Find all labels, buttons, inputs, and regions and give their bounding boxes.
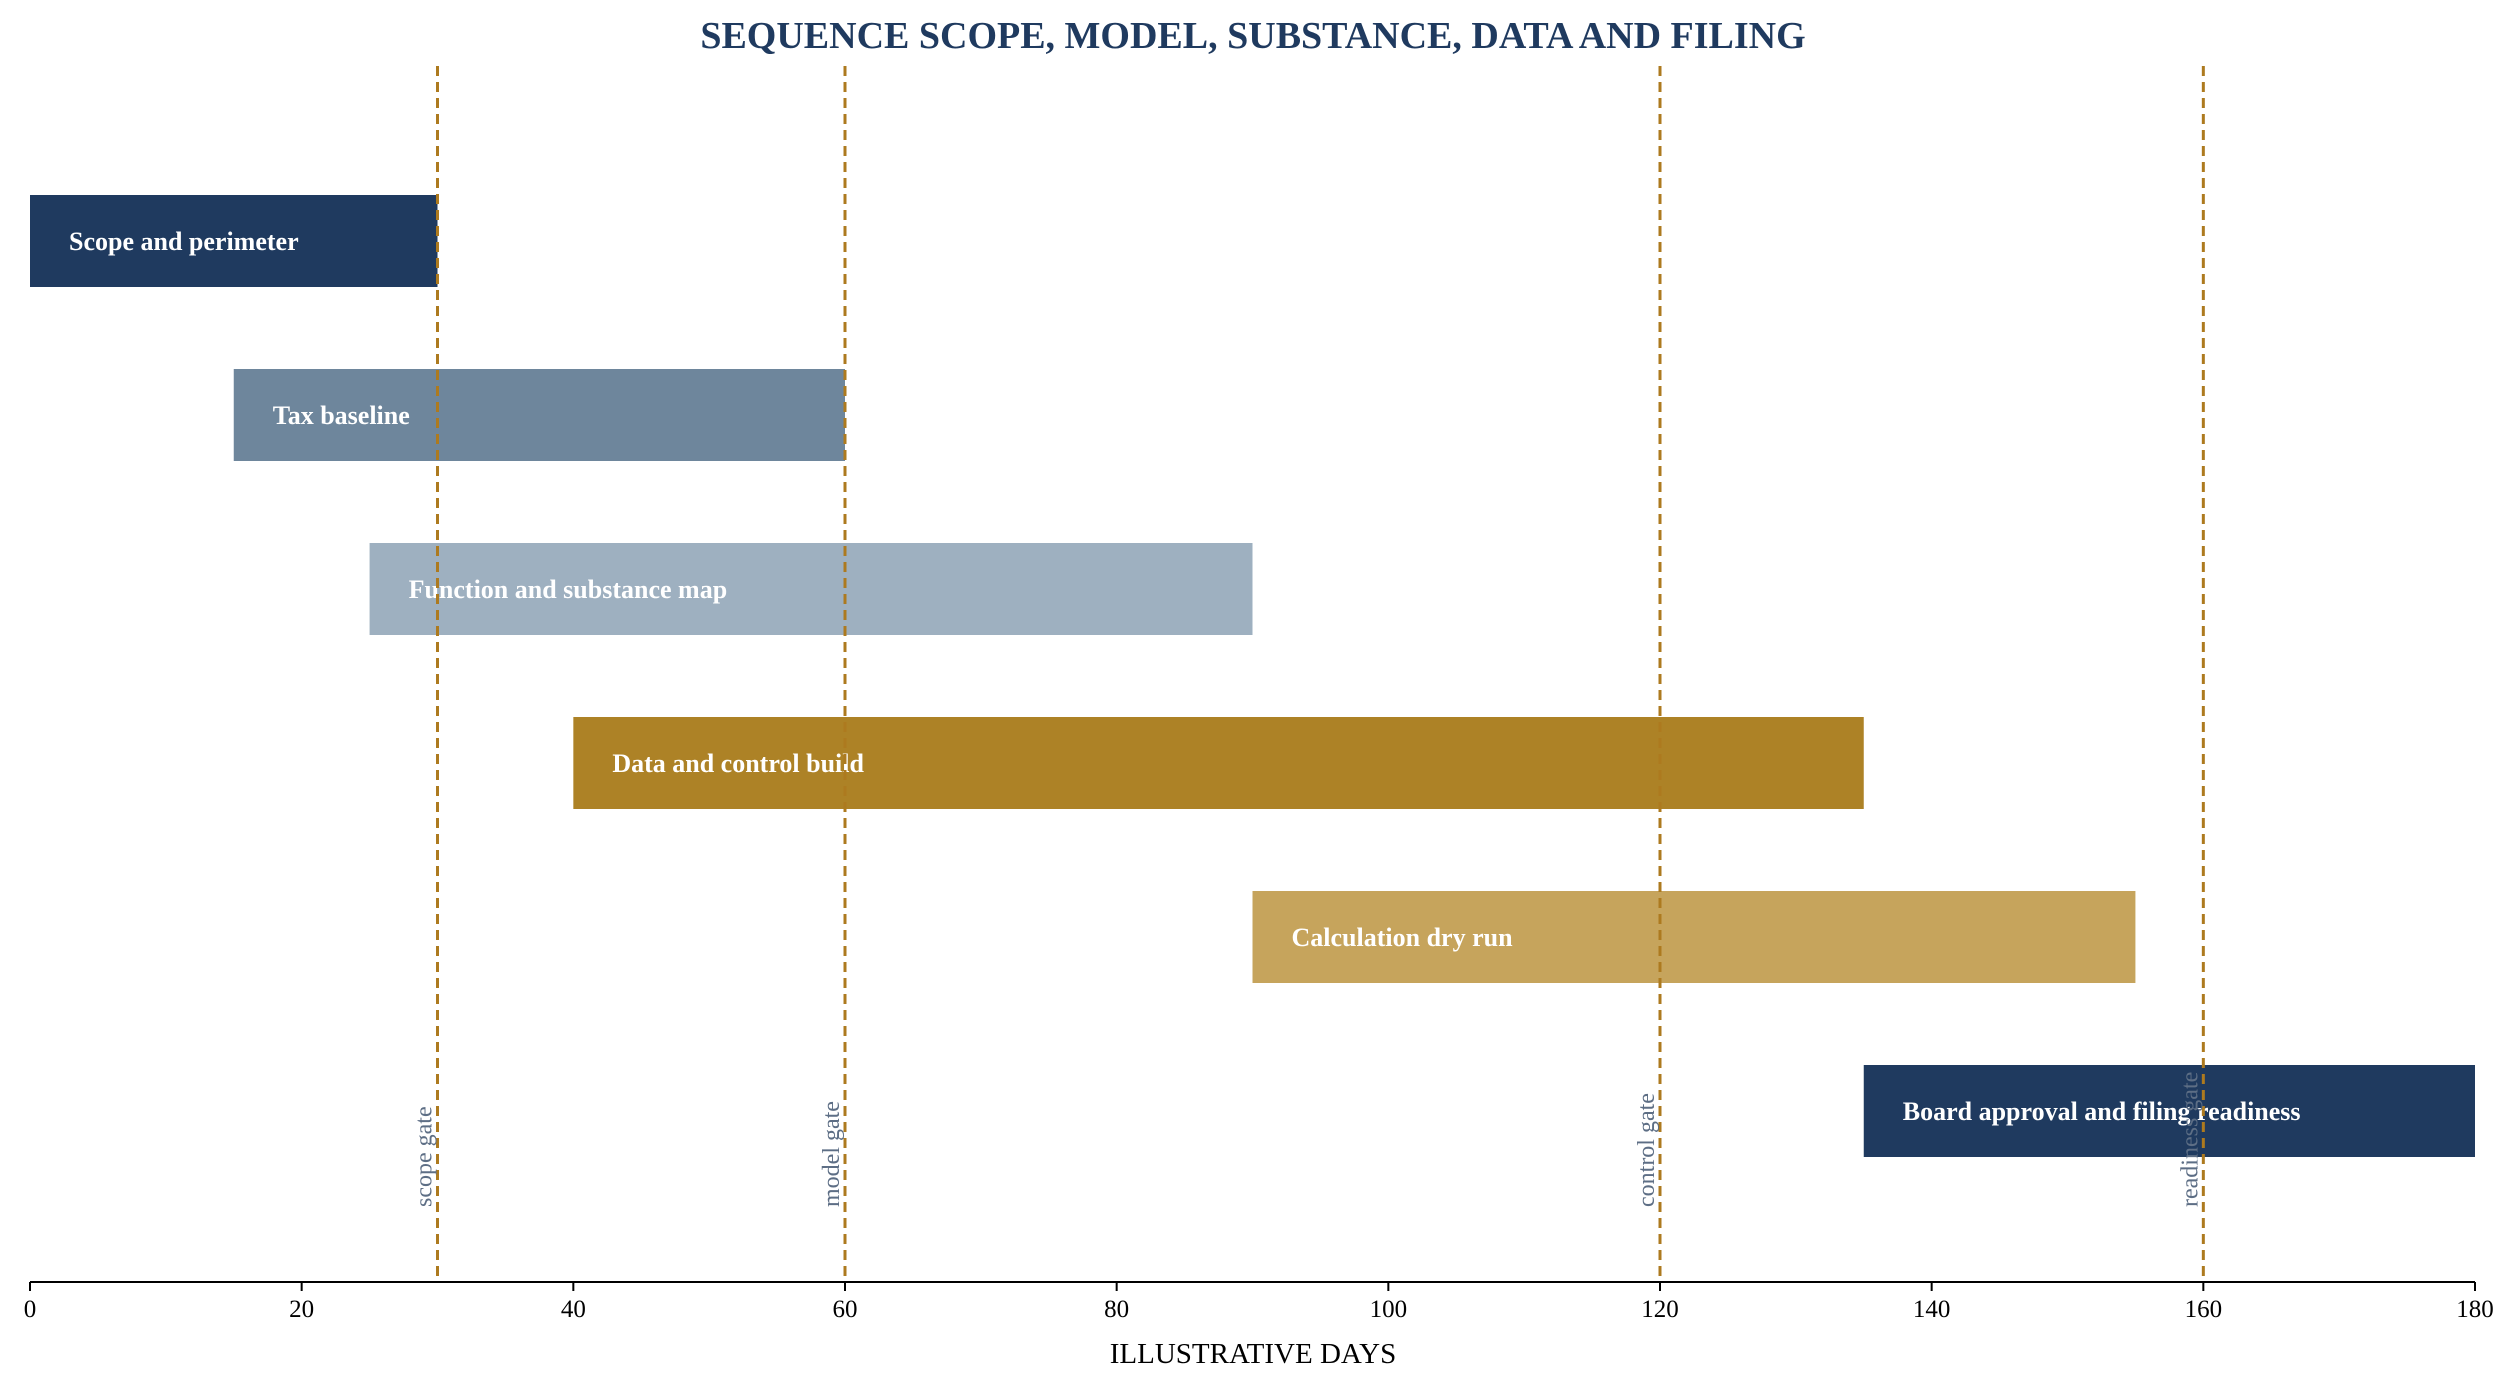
task-bar <box>1863 1065 2475 1157</box>
chart-title: SEQUENCE SCOPE, MODEL, SUBSTANCE, DATA A… <box>700 15 1805 57</box>
x-tick-label: 100 <box>1370 1296 1408 1323</box>
task-bar <box>1252 891 2136 983</box>
task-bar-label: Scope and perimeter <box>69 227 299 256</box>
gate-label: model gate <box>819 1101 845 1207</box>
task-bar <box>30 195 438 287</box>
task-bar-label: Tax baseline <box>273 401 410 430</box>
x-axis: 0 20 40 60 80 100 120 140 160 180 <box>24 1281 2494 1323</box>
x-tick-label: 0 <box>24 1296 37 1323</box>
gate-label: readiness gate <box>2177 1072 2203 1207</box>
task-bars: Scope and perimeter Tax baseline Function … <box>30 195 2475 1157</box>
milestone-gates: scope gate model gate control gate readines… <box>412 66 2205 1282</box>
task-bar-label: Data and control build <box>612 749 864 778</box>
task-bar <box>573 717 1864 809</box>
task-bar-label: Function and substance map <box>409 575 728 604</box>
x-tick-label: 180 <box>2456 1296 2494 1323</box>
gate-label: control gate <box>1634 1093 1660 1207</box>
x-tick-label: 120 <box>1641 1296 1679 1323</box>
task-bar <box>233 369 845 461</box>
x-tick-label: 80 <box>1104 1296 1129 1323</box>
gate-label: scope gate <box>412 1106 438 1207</box>
task-bar-label: Board approval and filing readiness <box>1903 1097 2301 1126</box>
x-tick-label: 60 <box>833 1296 858 1323</box>
x-axis-ticks: 0 20 40 60 80 100 120 140 160 180 <box>24 1282 2494 1323</box>
x-tick-label: 160 <box>2185 1296 2223 1323</box>
task-bar <box>369 543 1253 635</box>
x-tick-label: 140 <box>1913 1296 1951 1323</box>
task-bar-label: Calculation dry run <box>1292 923 1514 952</box>
x-tick-label: 20 <box>289 1296 314 1323</box>
x-tick-label: 40 <box>561 1296 586 1323</box>
x-axis-label: ILLUSTRATIVE DAYS <box>1110 1338 1397 1370</box>
